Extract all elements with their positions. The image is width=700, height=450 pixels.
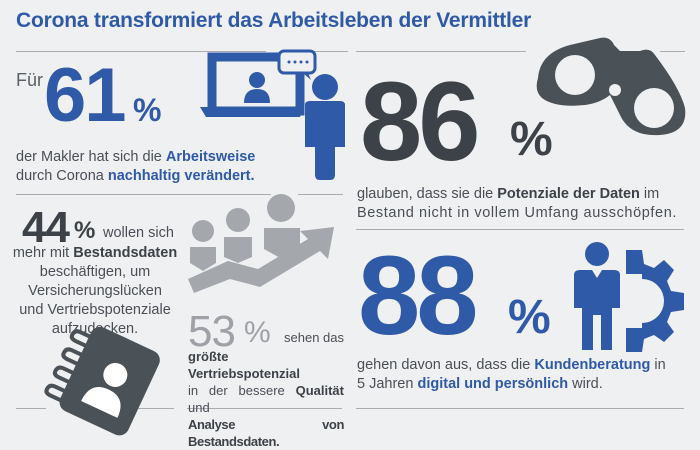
text: im — [639, 186, 660, 202]
divider — [313, 51, 348, 52]
highlight: Kundenberatung — [534, 357, 651, 373]
text: Versicherungslücken — [28, 283, 162, 299]
stat61-percent: % — [133, 92, 162, 128]
stat88-percent: % — [508, 291, 551, 344]
divider — [187, 408, 342, 409]
divider — [356, 51, 526, 52]
text: der Makler hat sich die — [16, 149, 166, 165]
text: wird. — [568, 376, 603, 392]
stat53-value: 53 — [188, 307, 236, 356]
text: glauben, dass sie die — [357, 186, 498, 202]
stat53-text-1: sehen das — [284, 330, 344, 345]
stat44-percent: % — [74, 217, 96, 244]
video-call-presenter-icon — [200, 49, 345, 180]
text: in der bessere — [188, 383, 296, 398]
divider — [16, 194, 271, 195]
highlight: größte Vertriebspotenzial — [188, 349, 300, 381]
text: Bestand nicht in vollem Umfang ausschöpf… — [357, 205, 677, 221]
text: 5 Jahren — [357, 376, 418, 392]
highlight: Potenziale der Daten — [497, 186, 640, 202]
binoculars-icon — [536, 37, 686, 136]
divider — [298, 194, 343, 195]
team-growth-arrow-icon — [188, 194, 334, 293]
stat44-text-1: wollen sich — [103, 225, 174, 241]
divider — [356, 408, 684, 409]
stat86-description: glauben, dass sie die Potenziale der Dat… — [357, 185, 687, 223]
person-gear-icon — [574, 242, 684, 352]
page-title: Corona transformiert das Arbeitsleben de… — [16, 9, 532, 32]
stat88-description: gehen davon aus, dass die Kundenberatung… — [357, 356, 687, 394]
stat61-value: 61 — [44, 53, 127, 138]
stat61-prefix: Für — [16, 70, 43, 90]
text: und — [188, 400, 210, 415]
highlight: Qualität — [295, 383, 344, 398]
stat88-value: 88 — [358, 233, 479, 358]
stat61-description: der Makler hat sich die Arbeitsweise dur… — [16, 148, 296, 186]
highlight: nachhaltig verändert. — [107, 168, 255, 184]
highlight: digital und persönlich — [417, 376, 569, 392]
highlight: Arbeitsweise — [165, 149, 256, 165]
stat53-percent: % — [244, 316, 271, 349]
stat44-description: mehr mit Bestandsdaten beschäftigen, um … — [0, 244, 190, 339]
stat53-description: größte Vertriebspotenzial in der bessere… — [188, 348, 344, 450]
text: und Vertriebspotenziale — [19, 302, 171, 318]
divider — [356, 229, 684, 230]
highlight: Bestandsdaten — [73, 245, 178, 261]
text: gehen davon aus, dass die — [357, 357, 535, 373]
text: mehr mit — [12, 245, 74, 261]
contact-book-icon — [44, 326, 160, 436]
stat86-percent: % — [510, 113, 553, 166]
divider — [660, 51, 685, 52]
highlight: Analyse von Bestandsdaten. — [188, 417, 344, 449]
text: in — [650, 357, 666, 373]
text: beschäftigen, um — [39, 264, 151, 280]
stat86-value: 86 — [360, 59, 481, 184]
stat44-value: 44 — [22, 203, 70, 252]
divider — [16, 51, 266, 52]
text: durch Corona — [16, 168, 108, 184]
divider — [137, 408, 174, 409]
divider — [16, 408, 46, 409]
